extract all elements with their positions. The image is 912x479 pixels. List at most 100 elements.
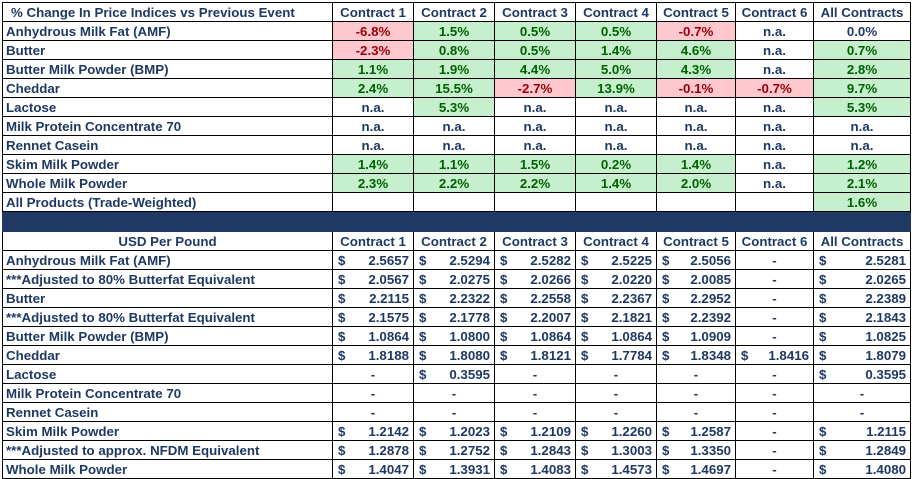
pct-table-row: Whole Milk Powder 2.3% 2.2% 2.2% 1.4% 2.0% n.a… [2, 173, 911, 193]
usd-value-cell: $2.1821 [575, 307, 657, 327]
usd-amount: 1.2142 [368, 423, 409, 439]
pct-row-label: Whole Milk Powder [2, 173, 333, 193]
usd-table-row: Butter Milk Powder (BMP) $1.0864 $1.0800 $1… [2, 326, 911, 346]
usd-value-cell: $1.0800 [413, 326, 495, 346]
currency-symbol: $ [819, 309, 827, 325]
usd-amount: 1.2023 [449, 423, 490, 439]
pct-value-cell: 2.3% [332, 173, 414, 193]
pct-column-header: Contract 2 [413, 2, 495, 22]
usd-amount: 1.2849 [865, 442, 906, 458]
usd-amount: 1.3931 [449, 461, 490, 477]
usd-value-cell: $2.0266 [494, 269, 576, 289]
usd-value-cell: - [735, 269, 814, 289]
currency-symbol: $ [338, 442, 346, 458]
usd-amount: 2.1843 [865, 309, 906, 325]
usd-value-cell: $2.0085 [656, 269, 736, 289]
pct-column-header: Contract 4 [575, 2, 657, 22]
usd-amount: 2.2392 [690, 309, 731, 325]
currency-symbol: $ [338, 347, 346, 363]
currency-symbol: $ [581, 309, 589, 325]
usd-amount: 2.5281 [865, 252, 906, 268]
pct-value-cell: 1.6% [813, 192, 911, 212]
usd-value-cell: - [813, 383, 911, 403]
usd-value-cell: - [735, 364, 814, 384]
usd-amount: 2.5282 [530, 252, 571, 268]
pct-value-cell: n.a. [332, 116, 414, 136]
pct-row-label: All Products (Trade-Weighted) [2, 192, 333, 212]
usd-value-cell: $0.3595 [813, 364, 911, 384]
usd-value-cell: $2.0265 [813, 269, 911, 289]
pct-value-cell: n.a. [494, 135, 576, 155]
currency-symbol: $ [581, 347, 589, 363]
usd-amount: 2.2007 [530, 309, 571, 325]
pct-value-cell: n.a. [735, 21, 814, 41]
pct-column-header: Contract 3 [494, 2, 576, 22]
usd-amount: 1.2752 [449, 442, 490, 458]
usd-value-cell: - [332, 383, 414, 403]
pct-value-cell: 1.5% [494, 154, 576, 174]
pct-value-cell: -0.1% [656, 78, 736, 98]
usd-value-cell: $1.4080 [813, 459, 911, 479]
pct-value-cell: 5.0% [575, 59, 657, 79]
usd-value-cell: - [656, 383, 736, 403]
usd-table-row: Rennet Casein - - - - - - - [2, 402, 911, 422]
pct-value-cell: n.a. [656, 116, 736, 136]
usd-amount: 1.2843 [530, 442, 571, 458]
pct-value-cell: 0.0% [813, 21, 911, 41]
usd-value-cell: $1.4047 [332, 459, 414, 479]
usd-value-cell: $1.8348 [656, 345, 736, 365]
currency-symbol: $ [338, 423, 346, 439]
usd-table-row: Lactose - $0.3595- - - - $0.3595 [2, 364, 911, 384]
pct-value-cell: 2.1% [813, 173, 911, 193]
pct-value-cell: 0.2% [575, 154, 657, 174]
pct-value-cell: 9.7% [813, 78, 911, 98]
usd-value-cell: - [735, 421, 814, 441]
currency-symbol: $ [338, 328, 346, 344]
pct-value-cell: n.a. [735, 154, 814, 174]
usd-amount: 2.1778 [449, 309, 490, 325]
pct-value-cell: 0.8% [413, 40, 495, 60]
usd-column-header: Contract 5 [656, 231, 736, 251]
pct-table-row: All Products (Trade-Weighted) 1.6% [2, 192, 911, 212]
pct-value-cell: 1.1% [332, 59, 414, 79]
pct-value-cell: n.a. [575, 135, 657, 155]
usd-column-header: Contract 3 [494, 231, 576, 251]
currency-symbol: $ [500, 461, 508, 477]
currency-symbol: $ [419, 290, 427, 306]
currency-symbol: $ [662, 442, 670, 458]
currency-symbol: $ [662, 461, 670, 477]
usd-amount: 1.8121 [530, 347, 571, 363]
usd-amount: 2.1575 [368, 309, 409, 325]
pct-row-label: Butter Milk Powder (BMP) [2, 59, 333, 79]
usd-amount: 2.5225 [611, 252, 652, 268]
usd-value-cell: - [494, 402, 576, 422]
usd-amount: 1.4080 [865, 461, 906, 477]
currency-symbol: $ [338, 252, 346, 268]
pct-value-cell: 2.8% [813, 59, 911, 79]
currency-symbol: $ [500, 290, 508, 306]
usd-value-cell: $1.7784 [575, 345, 657, 365]
pct-value-cell: 2.0% [656, 173, 736, 193]
usd-amount: 2.2322 [449, 290, 490, 306]
pct-value-cell: 5.3% [413, 97, 495, 117]
pct-value-cell: n.a. [575, 97, 657, 117]
usd-column-header: Contract 4 [575, 231, 657, 251]
usd-value-cell: - [656, 364, 736, 384]
currency-symbol: $ [500, 271, 508, 287]
usd-value-cell: $1.8079 [813, 345, 911, 365]
usd-value-cell: - [735, 307, 814, 327]
currency-symbol: $ [338, 290, 346, 306]
pct-value-cell: n.a. [735, 59, 814, 79]
usd-amount: 1.7784 [611, 347, 652, 363]
pct-row-label: Anhydrous Milk Fat (AMF) [2, 21, 333, 41]
currency-symbol: $ [662, 252, 670, 268]
usd-row-label: ***Adjusted to 80% Butterfat Equivalent [2, 269, 333, 289]
usd-amount: 1.2109 [530, 423, 571, 439]
pct-value-cell: n.a. [494, 97, 576, 117]
usd-amount: 2.0085 [690, 271, 731, 287]
usd-table-row: ***Adjusted to 80% Butterfat Equivalent $… [2, 269, 911, 289]
currency-symbol: $ [419, 366, 427, 382]
usd-amount: 1.0909 [690, 328, 731, 344]
usd-table-row: ***Adjusted to approx. NFDM Equivalent $1… [2, 440, 911, 460]
usd-value-cell: $1.2142 [332, 421, 414, 441]
